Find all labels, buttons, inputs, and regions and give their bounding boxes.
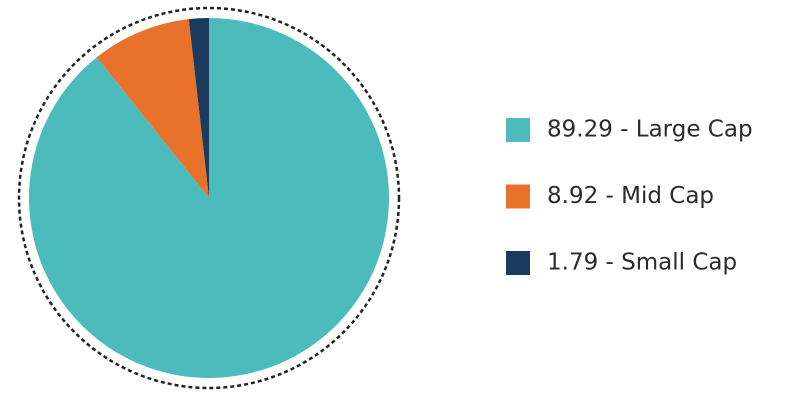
dashed-ring bbox=[17, 6, 401, 390]
pie-slice bbox=[96, 19, 209, 198]
legend-swatch bbox=[506, 184, 530, 209]
legend-swatch bbox=[506, 251, 530, 275]
legend-label: 8.92 - Mid Cap bbox=[547, 183, 714, 209]
legend-label: 89.29 - Large Cap bbox=[547, 117, 753, 143]
pie-slice bbox=[28, 18, 390, 378]
legend-label: 1.79 - Small Cap bbox=[547, 250, 737, 276]
legend-swatch bbox=[506, 118, 530, 142]
pie-slice bbox=[188, 18, 209, 198]
